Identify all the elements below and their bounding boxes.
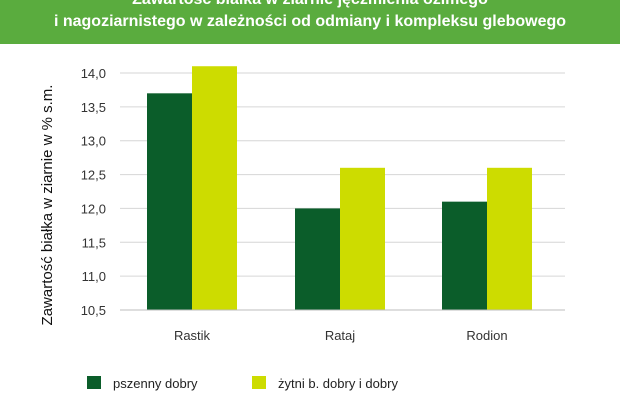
- bars: [147, 66, 532, 310]
- bar-rodion-series-1: [442, 201, 487, 310]
- y-tick-label: 10,5: [81, 303, 106, 318]
- legend-label: żytni b. dobry i dobry: [278, 376, 398, 391]
- y-axis-ticks: 14,0 13,5 13,0 12,5 12,0 11,5 11,0 10,5: [81, 66, 106, 318]
- y-tick-label: 13,5: [81, 100, 106, 115]
- y-tick-label: 12,0: [81, 201, 106, 216]
- chart-title-banner: Zawartość białka w ziarnie jęczmienia oz…: [0, 0, 620, 44]
- y-tick-label: 13,0: [81, 134, 106, 149]
- bar-rodion-series-2: [487, 167, 532, 310]
- chart-title-line-2: i nagoziarnistego w zależności od odmian…: [53, 13, 567, 30]
- x-category-label: Rastik: [174, 328, 211, 343]
- x-axis-categories: Rastik Rataj Rodion: [174, 328, 508, 343]
- bar-rataj-series-2: [340, 167, 385, 310]
- x-category-label: Rataj: [325, 328, 355, 343]
- bar-rastik-series-2: [192, 66, 237, 310]
- y-tick-label: 11,5: [82, 235, 106, 250]
- legend-swatch: [87, 376, 101, 389]
- bar-rastik-series-1: [147, 93, 192, 310]
- chart-title-line-1: Zawartość białka w ziarnie jęczmienia oz…: [0, 0, 620, 9]
- legend-label: pszenny dobry: [113, 376, 198, 391]
- bar-rataj-series-1: [295, 208, 340, 310]
- y-tick-label: 12,5: [81, 168, 106, 183]
- y-axis-label: Zawartość białka w ziarnie w % s.m.: [39, 85, 56, 326]
- y-tick-label: 14,0: [81, 66, 106, 81]
- x-category-label: Rodion: [466, 328, 507, 343]
- legend-swatch: [252, 376, 266, 389]
- legend: pszenny dobry żytni b. dobry i dobry: [87, 376, 398, 391]
- y-tick-label: 11,0: [82, 269, 106, 284]
